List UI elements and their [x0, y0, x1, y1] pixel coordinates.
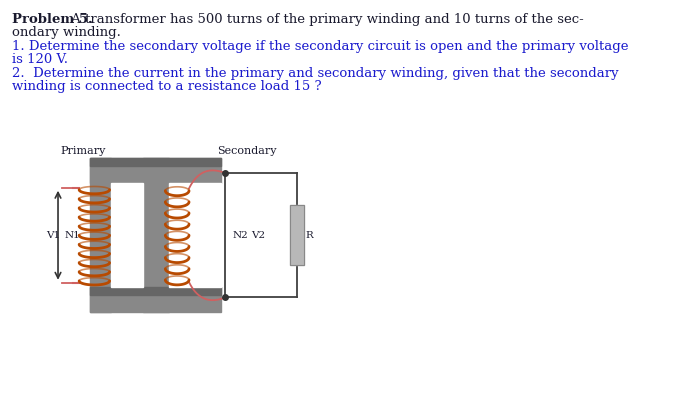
Text: is 120 V.: is 120 V. — [11, 53, 68, 66]
Bar — [90, 158, 221, 183]
Text: winding is connected to a resistance load 15 ?: winding is connected to a resistance loa… — [11, 80, 321, 93]
Text: Primary: Primary — [61, 146, 106, 156]
Text: V1: V1 — [46, 231, 60, 240]
Text: ondary winding.: ondary winding. — [11, 26, 120, 39]
Bar — [90, 287, 221, 295]
Text: Problem 5.: Problem 5. — [11, 13, 93, 26]
Text: 2.  Determine the current in the primary and secondary winding, given that the s: 2. Determine the current in the primary … — [11, 67, 618, 80]
Text: N2: N2 — [232, 231, 248, 240]
Bar — [112, 183, 143, 287]
Text: A transformer has 500 turns of the primary winding and 10 turns of the sec-: A transformer has 500 turns of the prima… — [68, 13, 584, 26]
Text: N1: N1 — [65, 231, 80, 240]
Bar — [90, 158, 221, 166]
Bar — [169, 183, 221, 287]
Text: Secondary: Secondary — [217, 146, 276, 156]
Bar — [90, 158, 112, 312]
Bar — [291, 206, 304, 265]
Bar — [90, 287, 221, 312]
Bar — [291, 206, 304, 265]
Text: R: R — [306, 231, 314, 240]
Text: 1. Determine the secondary voltage if the secondary circuit is open and the prim: 1. Determine the secondary voltage if th… — [11, 40, 628, 53]
Text: V2: V2 — [251, 231, 265, 240]
Bar — [143, 158, 169, 312]
